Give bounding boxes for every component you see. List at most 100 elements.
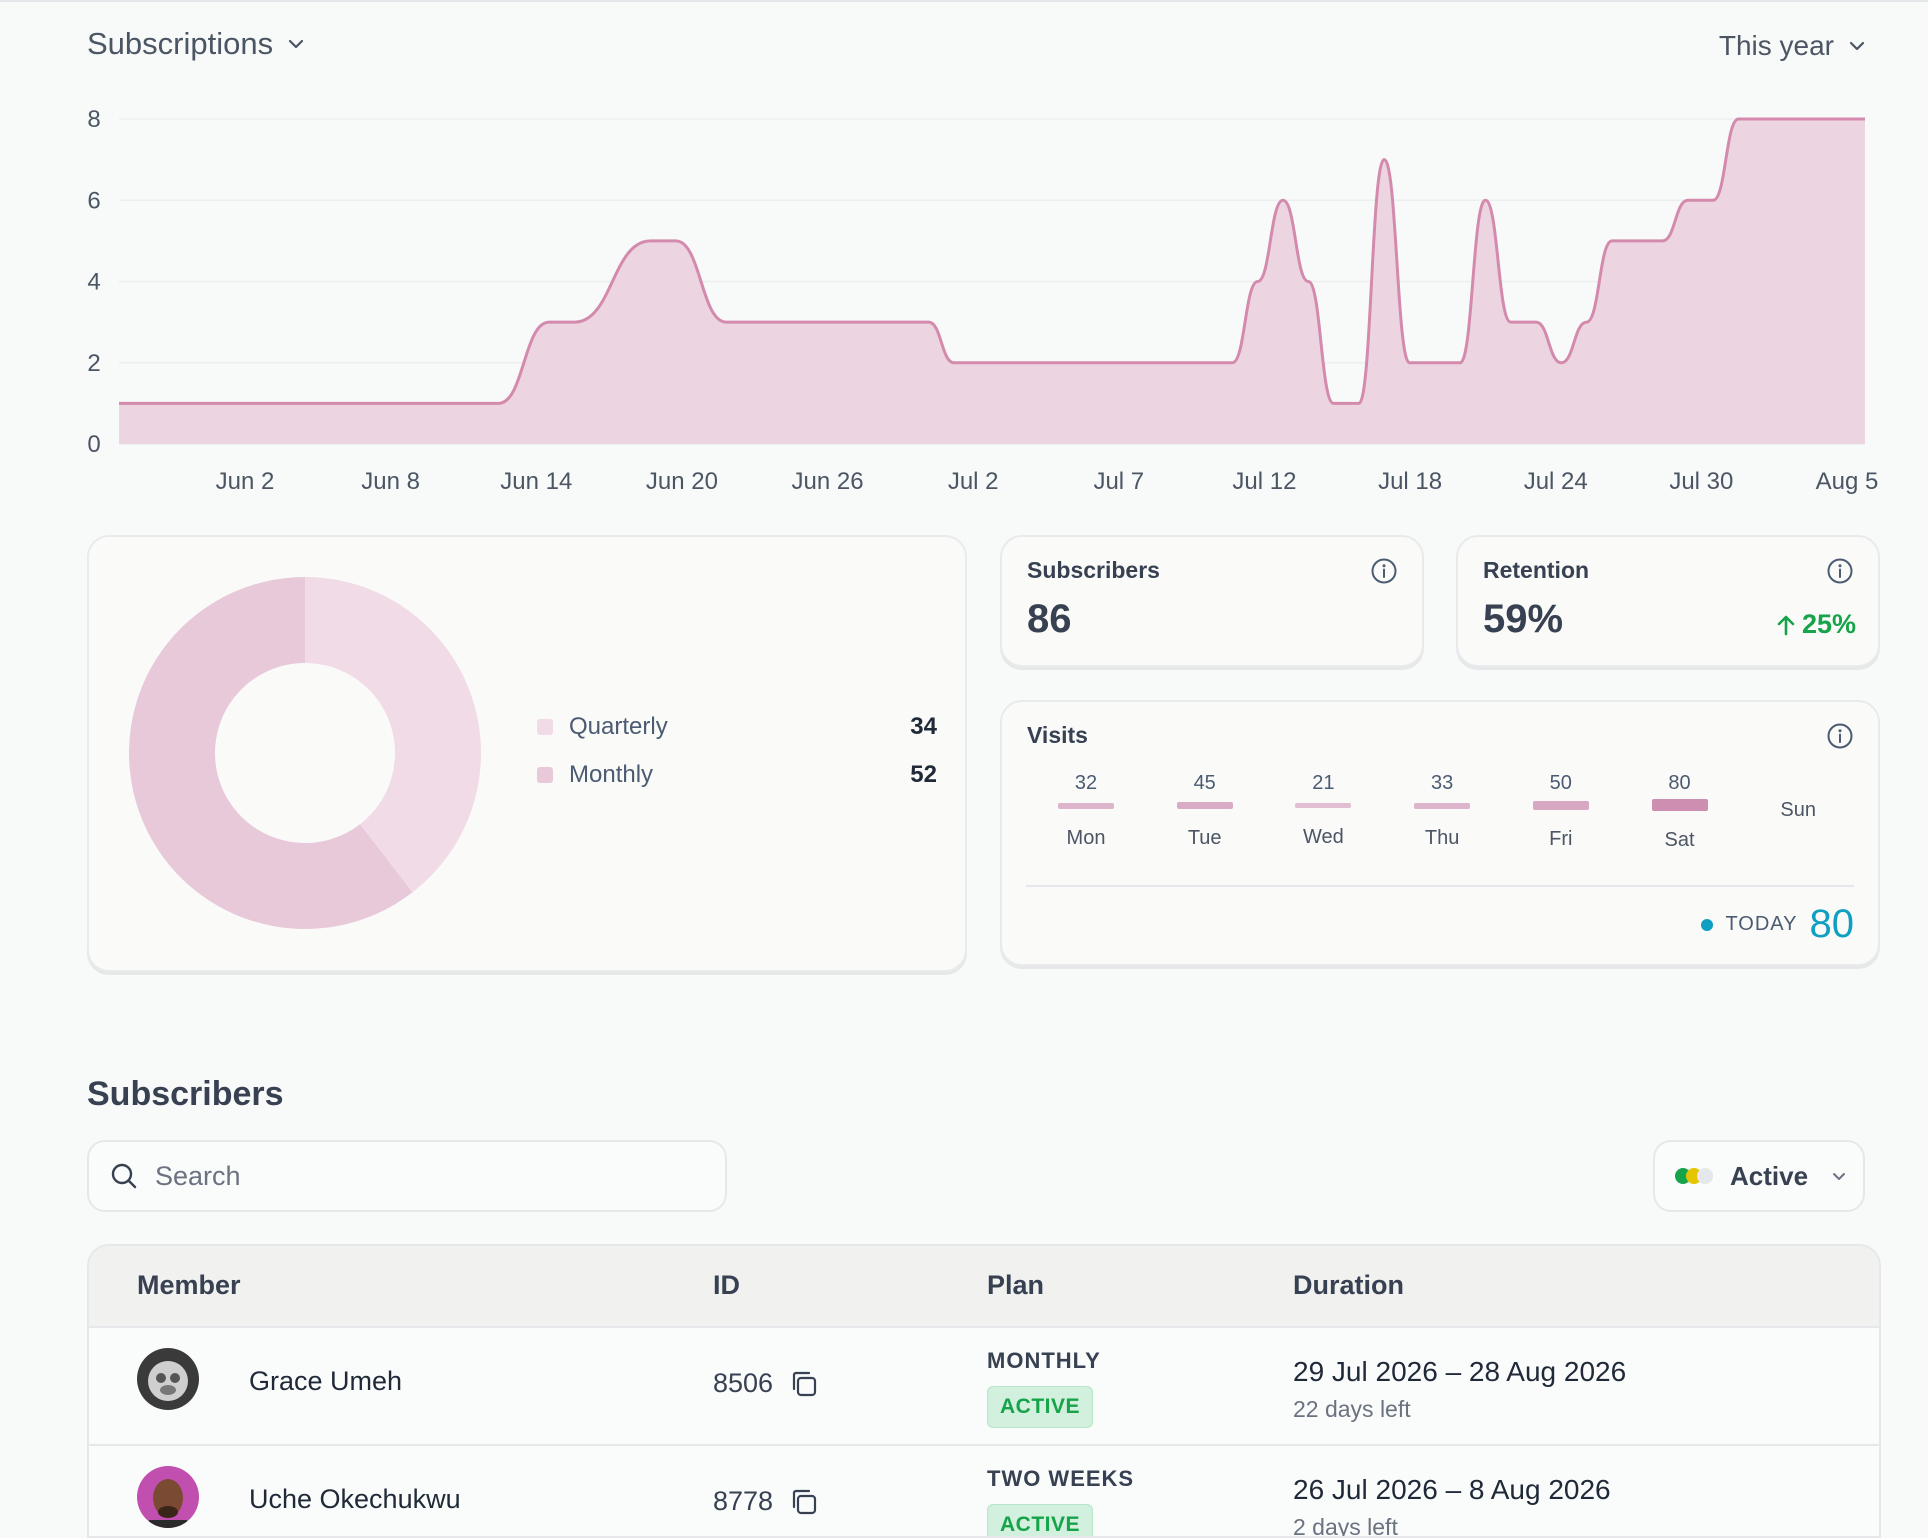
subscriptions-dropdown[interactable]: Subscriptions xyxy=(87,26,307,62)
status-filter-dropdown[interactable]: Active xyxy=(1653,1140,1865,1212)
date-range-dropdown[interactable]: This year xyxy=(1719,30,1868,62)
stat-title: Subscribers xyxy=(1027,557,1160,583)
x-tick-label: Jun 26 xyxy=(792,468,864,495)
visits-divider xyxy=(1026,885,1854,887)
visit-bar xyxy=(1414,802,1471,809)
x-tick-label: Jul 24 xyxy=(1524,468,1588,495)
member-id: 8778 xyxy=(713,1486,819,1517)
retention-delta: 25% xyxy=(1776,609,1856,640)
x-tick-label: Jun 2 xyxy=(216,468,275,495)
visits-title: Visits xyxy=(1027,722,1088,748)
visit-day-mon: 32 Mon xyxy=(1058,772,1114,850)
visit-value: 80 xyxy=(1668,772,1691,794)
days-left: 2 days left xyxy=(1293,1514,1398,1538)
visit-value: 33 xyxy=(1430,772,1454,794)
chevron-down-icon xyxy=(1849,41,1865,51)
x-tick-label: Jun 8 xyxy=(361,468,420,495)
search-box[interactable] xyxy=(87,1140,727,1212)
visit-day-fri: 50 Fri xyxy=(1532,772,1589,851)
visit-day-label: Sun xyxy=(1780,799,1816,821)
y-tick-label: 6 xyxy=(87,187,100,214)
table-row[interactable]: Uche Okechukwu 8778 TWO WEEKS ACTIVE 26 … xyxy=(89,1446,1879,1538)
legend-item-quarterly: Quarterly 34 xyxy=(537,713,937,741)
visit-day-label: Thu xyxy=(1424,826,1460,849)
legend-swatch xyxy=(537,719,553,735)
visit-day-label: Sat xyxy=(1664,829,1695,851)
x-tick-label: Jun 20 xyxy=(646,468,718,495)
x-tick-label: Jul 30 xyxy=(1669,468,1733,495)
plan-name: TWO WEEKS xyxy=(987,1466,1135,1491)
info-icon[interactable] xyxy=(1826,722,1854,750)
column-header-id[interactable]: ID xyxy=(713,1270,740,1300)
search-input[interactable] xyxy=(153,1159,677,1193)
info-icon[interactable] xyxy=(1370,557,1398,585)
visit-bar xyxy=(1058,802,1114,809)
legend-item-monthly: Monthly 52 xyxy=(537,761,937,789)
visit-day-wed: 21 Wed xyxy=(1295,772,1352,849)
search-icon xyxy=(111,1163,137,1189)
info-icon[interactable] xyxy=(1826,557,1854,585)
plan-name: MONTHLY xyxy=(987,1348,1101,1373)
plan-donut-chart xyxy=(128,577,481,929)
visit-day-label: Tue xyxy=(1187,827,1222,850)
subscribers-stat-card: Subscribers 86 xyxy=(1000,535,1424,667)
subscriptions-area-chart: 0 2 4 6 8 Jun 2 Jun 8 Jun 14 Jun 20 Jun 26 Jul 2 Ju… xyxy=(87,106,1879,495)
visit-day-label: Fri xyxy=(1549,827,1573,850)
avatar xyxy=(137,1466,199,1528)
x-tick-label: Jul 7 xyxy=(1093,468,1144,495)
visit-value: 21 xyxy=(1312,772,1335,794)
status-dots-icon xyxy=(1675,1168,1713,1184)
x-tick-label: Aug 5 xyxy=(1816,468,1879,495)
chevron-down-icon xyxy=(1833,1173,1846,1180)
days-left: 22 days left xyxy=(1293,1396,1411,1422)
today-label: TODAY xyxy=(1725,913,1798,935)
subscriptions-title: Subscriptions xyxy=(87,26,274,61)
donut-slice-monthly xyxy=(128,577,413,929)
x-tick-label: Jul 18 xyxy=(1378,468,1442,495)
status-badge: ACTIVE xyxy=(987,1386,1094,1428)
visit-bar xyxy=(1295,803,1352,809)
retention-stat-card: Retention 59% 25% xyxy=(1456,535,1880,667)
visit-value: 45 xyxy=(1193,772,1216,794)
y-tick-label: 0 xyxy=(87,431,100,458)
today-dot xyxy=(1701,918,1714,931)
top-divider xyxy=(0,0,1928,2)
visit-day-tue: 45 Tue xyxy=(1176,772,1233,850)
chevron-down-icon xyxy=(288,39,304,49)
date-range-label: This year xyxy=(1718,30,1834,61)
column-header-duration[interactable]: Duration xyxy=(1293,1270,1404,1300)
visit-bar xyxy=(1176,801,1233,810)
member-id-value: 8506 xyxy=(713,1368,774,1398)
legend-value: 52 xyxy=(910,761,937,788)
column-header-plan[interactable]: Plan xyxy=(987,1270,1045,1300)
y-tick-label: 8 xyxy=(87,106,100,133)
duration-range: 26 Jul 2026 – 8 Aug 2026 xyxy=(1293,1474,1611,1505)
member-id: 8506 xyxy=(713,1368,819,1399)
duration-range: 29 Jul 2026 – 28 Aug 2026 xyxy=(1293,1356,1627,1387)
visit-value: 50 xyxy=(1549,772,1572,794)
subscribers-section-title: Subscribers xyxy=(87,1075,284,1113)
avatar xyxy=(137,1348,199,1410)
stat-value: 86 xyxy=(1027,597,1072,641)
member-name: Uche Okechukwu xyxy=(249,1484,461,1514)
legend-label: Monthly xyxy=(569,761,654,788)
visit-day-label: Wed xyxy=(1303,826,1344,849)
plan-breakdown-card: Quarterly 34 Monthly 52 xyxy=(87,535,967,972)
visit-day-sat: 80 Sat xyxy=(1651,772,1708,852)
status-badge: ACTIVE xyxy=(987,1504,1094,1536)
subscribers-table: Member ID Plan Duration Grace Umeh 8506 … xyxy=(87,1244,1881,1538)
visits-card: Visits 32 Mon 45 Tue 21 Wed 33 Thu 50 Fri 80 Sat Sun… xyxy=(1000,700,1880,966)
delta-value: 25% xyxy=(1801,609,1856,639)
x-tick-label: Jul 2 xyxy=(948,468,999,495)
copy-icon[interactable] xyxy=(789,1369,819,1399)
x-tick-label: Jul 12 xyxy=(1232,468,1296,495)
table-row[interactable]: Grace Umeh 8506 MONTHLY ACTIVE 29 Jul 20… xyxy=(89,1328,1879,1446)
column-header-member[interactable]: Member xyxy=(137,1270,241,1300)
today-indicator: TODAY 80 xyxy=(1701,902,1854,947)
legend-swatch xyxy=(537,767,553,783)
member-id-value: 8778 xyxy=(713,1486,774,1516)
visit-bar xyxy=(1651,799,1708,811)
copy-icon[interactable] xyxy=(789,1487,819,1517)
donut-slice-quarterly xyxy=(305,577,481,893)
y-tick-label: 2 xyxy=(87,350,100,377)
